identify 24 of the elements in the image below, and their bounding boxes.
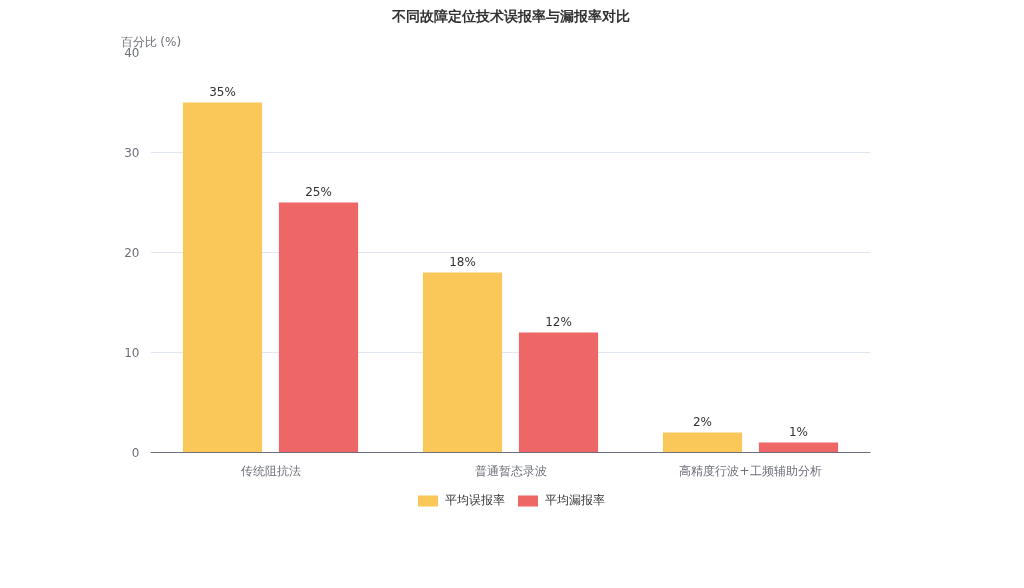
y-tick-label: 10 (124, 346, 140, 360)
x-tick-label: 普通暂态录波 (474, 463, 547, 478)
bar (422, 272, 503, 453)
bar (278, 202, 359, 453)
data-label: 12% (545, 314, 572, 329)
legend-label: 平均漏报率 (545, 491, 605, 509)
bar (758, 442, 839, 453)
x-tick-label: 传统阻抗法 (240, 463, 301, 478)
data-label: 18% (449, 254, 476, 269)
y-tick-label: 0 (131, 446, 140, 460)
y-tick-label: 30 (124, 146, 140, 160)
bar (662, 432, 743, 453)
data-label: 2% (692, 414, 713, 429)
y-axis-title: 百分比 (%) (120, 34, 182, 49)
data-label: 25% (305, 184, 332, 199)
y-tick-label: 20 (124, 246, 140, 260)
bar (518, 332, 599, 453)
chart-title: 不同故障定位技术误报率与漏报率对比 (390, 7, 630, 24)
legend-label: 平均误报率 (445, 491, 505, 509)
data-label: 35% (209, 84, 236, 99)
x-tick-label: 高精度行波+工频辅助分析 (679, 463, 822, 478)
data-label: 1% (788, 424, 809, 439)
y-tick-label: 40 (124, 46, 140, 60)
bar (182, 102, 263, 453)
